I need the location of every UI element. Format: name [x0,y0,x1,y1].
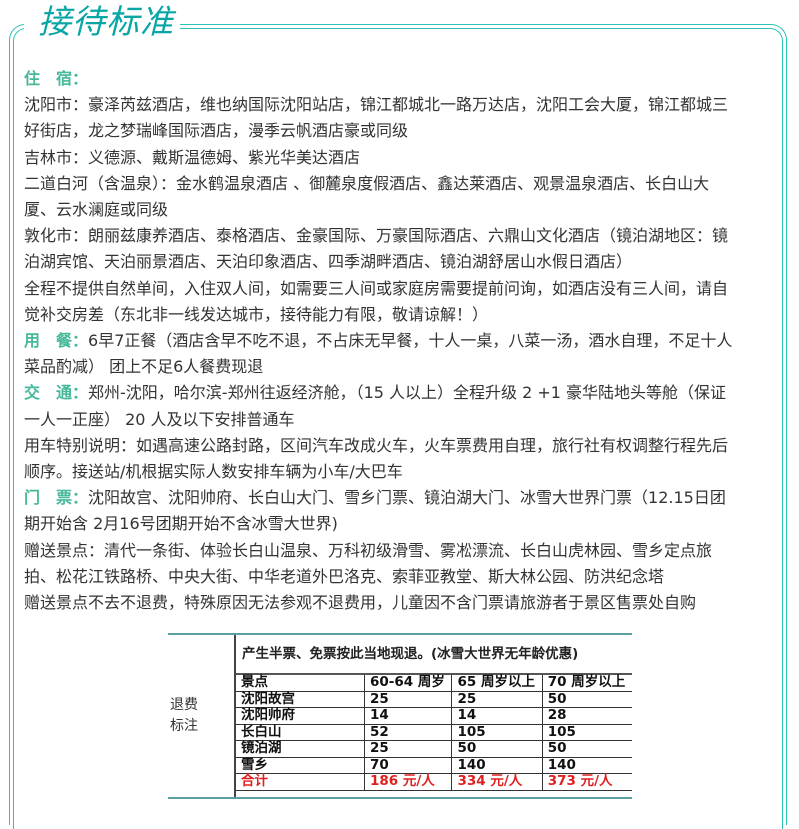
section-label: 门 票： [24,488,89,508]
paragraph-text: 吉林市：义德源、戴斯温德姆、紫光华美达酒店 [24,147,361,167]
table-cell: 雪乡 [236,757,365,774]
table-cell: 25 [451,691,543,708]
page-title: 接待标准 [38,2,174,41]
table-row: 长白山 52 105 105 [236,724,632,741]
side-label-line: 退费 [170,697,198,713]
table-cell: 沈阳故宫 [236,691,365,708]
table-cell: 70 周岁以上 [541,675,632,692]
paragraph-line: 觉补交房差（东北非一线发达城市，接待能力有限，敬请谅解！） [24,302,784,328]
paragraph-line: 吉林市：义德源、戴斯温德姆、紫光华美达酒店 [24,145,784,171]
table-cell: 长白山 [236,724,365,741]
refund-side-label: 退费 标注 [168,635,236,797]
table-cell: 50 [451,740,543,758]
side-label-line: 标注 [170,718,198,734]
table-divider [234,635,236,797]
paragraph-text: 觉补交房差（东北非一线发达城市，接待能力有限，敬请谅解！） [24,304,489,324]
paragraph-text: 赠送景点不去不退费，特殊原因无法参观不退费用，儿童因不含门票请旅游者于景区售票处… [24,593,697,613]
table-cell: 镜泊湖 [236,740,365,758]
paragraph-line: 好街店，龙之梦瑞峰国际酒店，漫季云帆酒店豪或同级 [24,118,784,144]
table-cell: 14 [451,707,543,725]
reception-standards-content: 住 宿： 沈阳市：豪泽芮兹酒店，维也纳国际沈阳站店，锦江都城北一路万达店，沈阳工会… [24,66,784,616]
table-cell: 140 [451,757,543,774]
paragraph-line: 厦、云水澜庭或同级 [24,197,784,223]
table-cell: 52 [363,724,453,741]
table-cell: 70 [363,757,453,774]
paragraph-line: 顺序。接送站/机根据实际人数安排车辆为小车/大巴车 [24,459,784,485]
table-cell: 140 [541,757,632,774]
table-row: 沈阳帅府 14 14 28 [236,707,632,725]
refund-price-table: 景点 60-64 周岁 65 周岁以上 70 周岁以上 沈阳故宫 25 25 50 沈阳帅府 14… [236,675,632,791]
section-heading: 住 宿： [24,66,784,92]
paragraph-text: 一人一正座） 20 人及以下安排普通车 [24,409,295,429]
paragraph-text: 顺序。接送站/机根据实际人数安排车辆为小车/大巴车 [24,462,403,482]
paragraph-text: 沈阳故宫、沈阳帅府、长白山大门、雪乡门票、镜泊湖大门、冰雪大世界门票（12.15… [88,488,726,508]
paragraph-line: 菜品酌减） 团上不足6人餐费现退 [24,354,784,380]
table-cell: 28 [541,707,632,725]
section-label: 住 宿： [24,69,89,88]
refund-note: 产生半票、免票按此当地现退。(冰雪大世界无年龄优惠) [236,635,632,675]
paragraph-line: 期开始含 2月16号团期开始不含冰雪大世界) [24,511,784,537]
paragraph-text: 拍、松花江铁路桥、中央大街、中华老道外巴洛克、索菲亚教堂、斯大林公园、防洪纪念塔 [24,566,665,586]
table-cell: 25 [363,691,453,708]
paragraph-text: 敦化市：朗丽兹康养酒店、泰格酒店、金豪国际、万豪国际酒店、六鼎山文化酒店（镜泊湖… [24,226,729,246]
refund-table: 退费 标注 产生半票、免票按此当地现退。(冰雪大世界无年龄优惠) 景点 60-64… [168,633,632,799]
section-label: 用 餐： [24,331,89,351]
paragraph-text: 好街店，龙之梦瑞峰国际酒店，漫季云帆酒店豪或同级 [24,121,409,141]
paragraph-text: 泊湖宾馆、天泊丽景酒店、天泊印象酒店、四季湖畔酒店、镜泊湖舒居山水假日酒店） [24,252,633,272]
table-cell: 373 元/人 [541,773,632,791]
paragraph-line: 用车特别说明：如遇高速公路封路，区间汽车改成火车，火车票费用自理，旅行社有权调整… [24,433,784,459]
paragraph-line: 一人一正座） 20 人及以下安排普通车 [24,407,784,433]
table-row: 镜泊湖 25 50 50 [236,740,632,758]
paragraph-text: 厦、云水澜庭或同级 [24,200,169,220]
section-label: 交 通： [24,383,89,403]
table-cell: 25 [363,740,453,758]
table-cell: 334 元/人 [451,773,543,791]
table-cell: 105 [541,724,632,741]
paragraph-line: 沈阳市：豪泽芮兹酒店，维也纳国际沈阳站店，锦江都城北一路万达店，沈阳工会大厦，锦… [24,92,784,118]
paragraph-text: 二道白河（含温泉）：金水鹤温泉酒店 、御麓泉度假酒店、鑫达莱酒店、观景温泉酒店、… [24,173,710,193]
paragraph-line: 敦化市：朗丽兹康养酒店、泰格酒店、金豪国际、万豪国际酒店、六鼎山文化酒店（镜泊湖… [24,223,784,249]
table-cell: 65 周岁以上 [451,675,543,692]
paragraph-line: 交 通：郑州-沈阳，哈尔滨-郑州往返经济舱，（15 人以上）全程升级 2 +1 … [24,380,784,406]
paragraph-line: 赠送景点：清代一条街、体验长白山温泉、万科初级滑雪、雾凇漂流、长白山虎林园、雪乡… [24,538,784,564]
table-row: 雪乡 70 140 140 [236,757,632,774]
paragraph-text: 期开始含 2月16号团期开始不含冰雪大世界) [24,514,338,534]
paragraph-text: 赠送景点：清代一条街、体验长白山温泉、万科初级滑雪、雾凇漂流、长白山虎林园、雪乡… [24,540,713,560]
paragraph-line: 拍、松花江铁路桥、中央大街、中华老道外巴洛克、索菲亚教堂、斯大林公园、防洪纪念塔 [24,564,784,590]
table-row: 景点 60-64 周岁 65 周岁以上 70 周岁以上 [236,675,632,692]
content-frame-inner [13,28,783,829]
paragraph-text: 6早7正餐（酒店含早不吃不退，不占床无早餐，十人一桌，八菜一汤，酒水自理，不足十… [88,331,733,351]
paragraph-line: 全程不提供自然单间，入住双人间，如需要三人间或家庭房需要提前问询，如酒店没有三人… [24,276,784,302]
table-cell: 沈阳帅府 [236,707,365,725]
title-mask [24,0,180,40]
table-cell: 合计 [236,773,365,791]
paragraph-text: 菜品酌减） 团上不足6人餐费现退 [24,357,264,377]
table-cell: 50 [541,740,632,758]
content-frame-outer [9,24,787,825]
table-cell: 14 [363,707,453,725]
paragraph-line: 泊湖宾馆、天泊丽景酒店、天泊印象酒店、四季湖畔酒店、镜泊湖舒居山水假日酒店） [24,249,784,275]
table-cell: 50 [541,691,632,708]
paragraph-line: 门 票：沈阳故宫、沈阳帅府、长白山大门、雪乡门票、镜泊湖大门、冰雪大世界门票（1… [24,485,784,511]
paragraph-text: 用车特别说明：如遇高速公路封路，区间汽车改成火车，火车票费用自理，旅行社有权调整… [24,435,729,455]
table-cell: 60-64 周岁 [363,675,453,692]
paragraph-text: 沈阳市：豪泽芮兹酒店，维也纳国际沈阳站店，锦江都城北一路万达店，沈阳工会大厦，锦… [24,95,729,115]
table-row: 沈阳故宫 25 25 50 [236,691,632,708]
table-cell: 105 [451,724,543,741]
paragraph-text: 全程不提供自然单间，入住双人间，如需要三人间或家庭房需要提前问询，如酒店没有三人… [24,278,729,298]
table-cell: 景点 [236,675,365,692]
paragraph-line: 赠送景点不去不退费，特殊原因无法参观不退费用，儿童因不含门票请旅游者于景区售票处… [24,590,784,616]
paragraph-line: 用 餐：6早7正餐（酒店含早不吃不退，不占床无早餐，十人一桌，八菜一汤，酒水自理… [24,328,784,354]
paragraph-text: 郑州-沈阳，哈尔滨-郑州往返经济舱，（15 人以上）全程升级 2 +1 豪华陆地… [88,383,727,403]
total-row: 合计 186 元/人 334 元/人 373 元/人 [236,773,632,791]
paragraph-line: 二道白河（含温泉）：金水鹤温泉酒店 、御麓泉度假酒店、鑫达莱酒店、观景温泉酒店、… [24,171,784,197]
table-cell: 186 元/人 [363,773,453,791]
